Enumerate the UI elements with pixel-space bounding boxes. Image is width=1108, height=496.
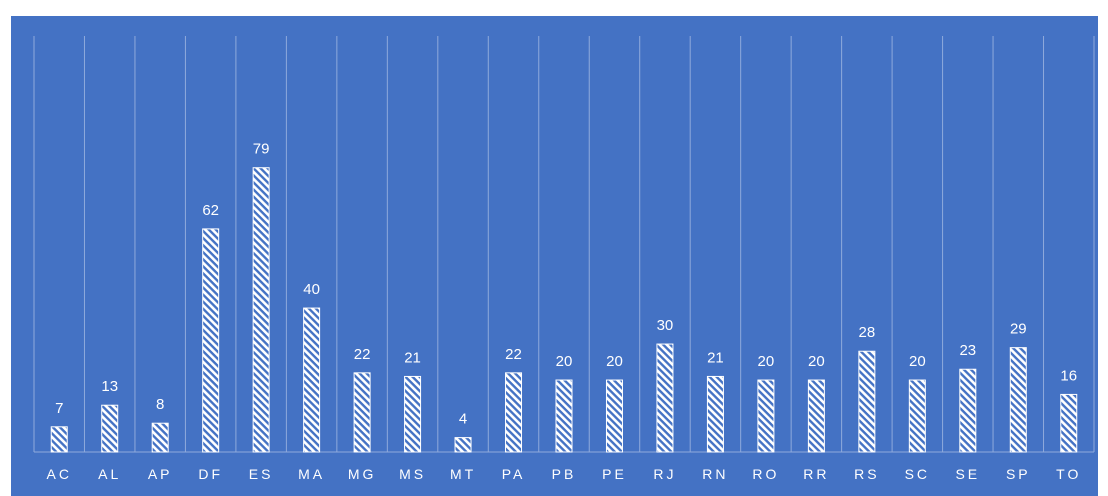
data-labels: 7 13 8 62 79 40 22 21 4 22 20 20 30 21 20 20 28 20 23 29 16	[55, 141, 1077, 428]
x-tick-label-ma: MA	[298, 466, 325, 482]
data-label-ms: 21	[404, 349, 421, 366]
x-tick-label-es: ES	[249, 466, 274, 482]
data-label-pa: 22	[505, 346, 522, 363]
bar-es	[252, 167, 270, 453]
data-label-rs: 28	[859, 324, 876, 341]
bar-ma	[303, 307, 321, 453]
bars	[50, 167, 1078, 453]
x-tick-label-to: TO	[1056, 466, 1081, 482]
x-tick-label-rn: RN	[702, 466, 728, 482]
data-label-ro: 20	[758, 353, 775, 370]
data-label-df: 62	[202, 202, 219, 219]
x-tick-label-sc: SC	[905, 466, 930, 482]
bar-mg	[353, 372, 371, 453]
chart-container: 7 13 8 62 79 40 22 21 4 22 20 20 30 21 20 20 28 20 23 29 16 …	[11, 16, 1098, 496]
bar-ms	[404, 375, 422, 453]
bar-pe	[605, 379, 623, 453]
x-tick-label-pb: PB	[552, 466, 577, 482]
data-label-to: 16	[1060, 367, 1077, 384]
x-tick-label-df: DF	[198, 466, 223, 482]
x-tick-label-ac: AC	[47, 466, 72, 482]
x-tick-label-mt: MT	[450, 466, 476, 482]
bar-se	[959, 368, 977, 453]
bar-pb	[555, 379, 573, 453]
data-label-se: 23	[959, 342, 976, 359]
x-tick-label-rr: RR	[803, 466, 829, 482]
data-label-ac: 7	[55, 400, 63, 417]
x-tick-label-rj: RJ	[653, 466, 676, 482]
bar-rj	[656, 343, 674, 453]
data-label-al: 13	[101, 378, 118, 395]
data-label-ap: 8	[156, 396, 164, 413]
data-label-sp: 29	[1010, 321, 1027, 338]
bar-mt	[454, 437, 472, 453]
x-tick-label-mg: MG	[348, 466, 377, 482]
x-tick-labels: AC AL AP DF ES MA MG MS MT PA PB PE RJ RN RO RR RS SC SE SP…	[47, 466, 1081, 482]
x-tick-label-rs: RS	[854, 466, 879, 482]
bar-ro	[757, 379, 775, 453]
x-tick-label-ro: RO	[752, 466, 779, 482]
x-tick-label-pe: PE	[602, 466, 627, 482]
data-label-ma: 40	[303, 281, 320, 298]
bar-ap	[151, 422, 169, 453]
data-label-rr: 20	[808, 353, 825, 370]
data-label-sc: 20	[909, 353, 926, 370]
x-tick-label-ap: AP	[148, 466, 173, 482]
x-tick-label-sp: SP	[1006, 466, 1031, 482]
bar-rr	[807, 379, 825, 453]
bar-sp	[1009, 347, 1027, 453]
bar-df	[202, 228, 220, 453]
chart-background	[11, 16, 1098, 496]
data-label-es: 79	[253, 141, 270, 158]
bar-sc	[908, 379, 926, 453]
bar-to	[1060, 393, 1078, 453]
x-tick-label-pa: PA	[502, 466, 526, 482]
bar-pa	[505, 372, 523, 453]
data-label-rj: 30	[657, 317, 674, 334]
data-label-pe: 20	[606, 353, 623, 370]
data-label-mt: 4	[459, 411, 467, 428]
bar-rs	[858, 350, 876, 453]
x-tick-label-ms: MS	[399, 466, 426, 482]
data-label-rn: 21	[707, 349, 724, 366]
data-label-mg: 22	[354, 346, 371, 363]
x-tick-label-se: SE	[955, 466, 980, 482]
bar-rn	[706, 375, 724, 453]
x-tick-label-al: AL	[98, 466, 121, 482]
bar-ac	[50, 426, 68, 453]
data-label-pb: 20	[556, 353, 573, 370]
bar-al	[101, 404, 119, 453]
